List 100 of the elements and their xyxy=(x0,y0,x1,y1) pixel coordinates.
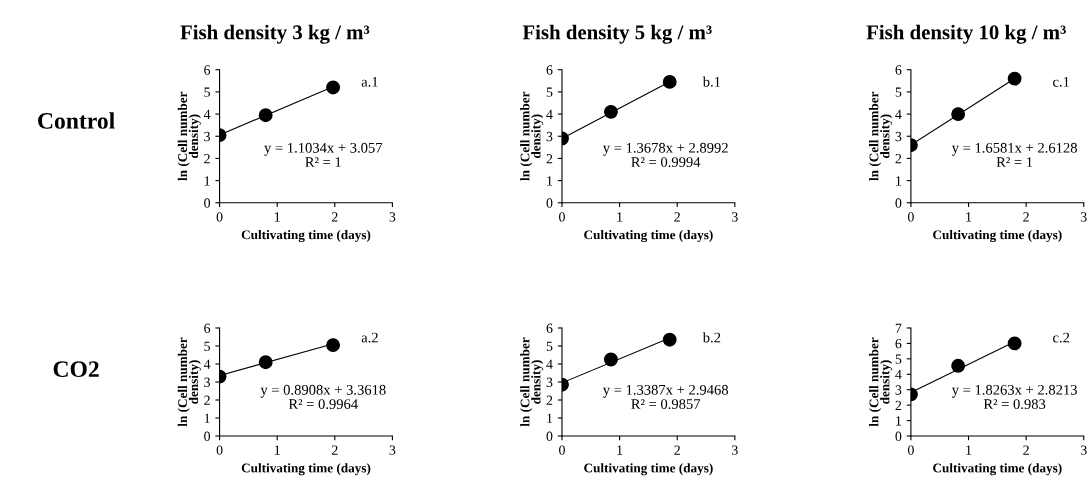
x-axis-title: Cultivating time (days) xyxy=(584,463,713,476)
y-axis-title: ln (Cell number density) xyxy=(520,91,544,181)
y-tick-label: 6 xyxy=(895,339,902,349)
annotation: y = 1.1034x + 3.057 R² = 1 xyxy=(264,142,383,167)
x-tick-label: 0 xyxy=(559,212,565,222)
y-axis-title: ln (Cell number density) xyxy=(520,337,544,427)
chart-title: Fish density 5 kg / m³ xyxy=(522,24,712,44)
y-tick-label: 2 xyxy=(546,395,553,405)
y-tick-label: 1 xyxy=(204,413,210,423)
y-tick-label: 4 xyxy=(546,359,553,369)
y-tick-label: 2 xyxy=(895,400,902,410)
annotation: a.1 xyxy=(361,76,378,87)
y-tick-label: 3 xyxy=(204,131,210,142)
y-tick-label: 5 xyxy=(204,341,210,351)
x-tick-label: 2 xyxy=(331,445,338,455)
x-tick-label: 1 xyxy=(966,445,972,455)
x-axis-title: Cultivating time (days) xyxy=(933,229,1062,243)
x-tick-label: 1 xyxy=(274,212,280,222)
x-tick-label: 1 xyxy=(617,212,623,222)
y-tick-label: 5 xyxy=(895,87,902,97)
x-tick-label: 0 xyxy=(559,445,565,455)
x-tick-label: 1 xyxy=(617,445,623,455)
x-tick-label: 3 xyxy=(1080,445,1087,455)
point xyxy=(604,104,618,119)
y-tick-label: 4 xyxy=(895,369,902,380)
y-tick-label: 3 xyxy=(895,385,902,395)
y-tick-label: 7 xyxy=(895,323,902,333)
y-tick-label: 4 xyxy=(203,109,211,119)
y-tick-label: 5 xyxy=(895,354,902,364)
x-tick-label: 2 xyxy=(331,212,338,222)
y-tick-label: 6 xyxy=(546,323,553,333)
x-tick-label: 1 xyxy=(274,445,280,455)
y-tick-label: 4 xyxy=(203,359,211,369)
point xyxy=(604,352,618,367)
point xyxy=(1007,71,1022,86)
y-tick-label: 2 xyxy=(546,154,553,164)
x-tick-label: 0 xyxy=(216,445,223,455)
y-axis-title: ln (Cell number density) xyxy=(177,91,201,181)
y-tick-label: 6 xyxy=(204,323,211,333)
point xyxy=(951,107,966,122)
y-tick-label: 6 xyxy=(895,65,902,75)
y-tick-label: 4 xyxy=(895,109,902,119)
x-axis-title: Cultivating time (days) xyxy=(241,463,371,476)
y-tick-label: 5 xyxy=(546,341,553,351)
x-axis-title: Cultivating time (days) xyxy=(933,463,1062,476)
x-axis-title: Cultivating time (days) xyxy=(584,229,713,243)
y-tick-label: 4 xyxy=(546,109,553,119)
annotation: a.2 xyxy=(361,332,378,343)
y-tick-label: 0 xyxy=(895,431,902,441)
annotation: y = 1.3678x + 2.8992 R² = 0.9994 xyxy=(602,142,728,168)
chart-title: Fish density 3 kg / m³ xyxy=(180,24,370,44)
y-axis-title: ln (Cell number density) xyxy=(177,337,201,427)
y-tick-label: 1 xyxy=(547,413,553,423)
x-axis-title: Cultivating time (days) xyxy=(241,229,371,243)
annotation: c.2 xyxy=(1053,332,1070,343)
text: Control xyxy=(38,112,115,129)
x-tick-label: 0 xyxy=(907,445,914,455)
x-tick-label: 3 xyxy=(732,212,738,222)
y-tick-label: 1 xyxy=(896,416,902,426)
y-tick-label: 2 xyxy=(204,154,210,164)
x-tick-label: 3 xyxy=(732,445,738,455)
y-tick-label: 3 xyxy=(204,377,210,387)
y-tick-label: 1 xyxy=(204,176,210,186)
annotation: b.2 xyxy=(702,332,721,343)
chart-title: Fish density 10 kg / m³ xyxy=(866,24,1066,44)
annotation: y = 1.3387x + 2.9468 R² = 0.9857 xyxy=(602,384,729,410)
point xyxy=(662,332,677,347)
point xyxy=(662,74,677,89)
x-tick-label: 0 xyxy=(216,212,223,222)
x-tick-label: 2 xyxy=(674,212,680,222)
y-tick-label: 2 xyxy=(204,395,210,405)
y-tick-label: 1 xyxy=(547,176,553,186)
y-tick-label: 1 xyxy=(896,176,902,186)
point xyxy=(1007,336,1022,351)
y-tick-label: 0 xyxy=(204,198,211,208)
y-tick-label: 6 xyxy=(204,65,211,75)
x-tick-label: 2 xyxy=(674,445,680,455)
x-tick-label: 2 xyxy=(1023,445,1029,455)
text: CO2 xyxy=(53,361,99,378)
annotation: y = 1.8263x + 2.8213 R² = 0.983 xyxy=(951,384,1077,410)
y-tick-label: 5 xyxy=(546,87,553,97)
annotation: c.1 xyxy=(1053,76,1070,87)
y-tick-label: 6 xyxy=(546,65,553,75)
x-tick-label: 3 xyxy=(389,212,396,222)
y-tick-label: 0 xyxy=(546,198,553,208)
x-tick-label: 0 xyxy=(907,212,914,222)
y-tick-label: 3 xyxy=(895,131,902,142)
point xyxy=(951,358,966,373)
x-tick-label: 3 xyxy=(1080,212,1087,222)
annotation: y = 0.8908x + 3.3618 R² = 0.9964 xyxy=(260,384,386,410)
annotation: b.1 xyxy=(702,76,721,87)
x-tick-label: 3 xyxy=(389,445,396,455)
y-tick-label: 0 xyxy=(546,431,553,441)
annotation: y = 1.6581x + 2.6128 R² = 1 xyxy=(951,142,1077,167)
y-tick-label: 2 xyxy=(895,154,902,164)
y-tick-label: 0 xyxy=(204,431,211,441)
y-axis-title: ln (Cell number density) xyxy=(869,337,893,427)
y-tick-label: 3 xyxy=(546,377,553,387)
y-tick-label: 0 xyxy=(895,198,902,208)
x-tick-label: 2 xyxy=(1023,212,1029,222)
